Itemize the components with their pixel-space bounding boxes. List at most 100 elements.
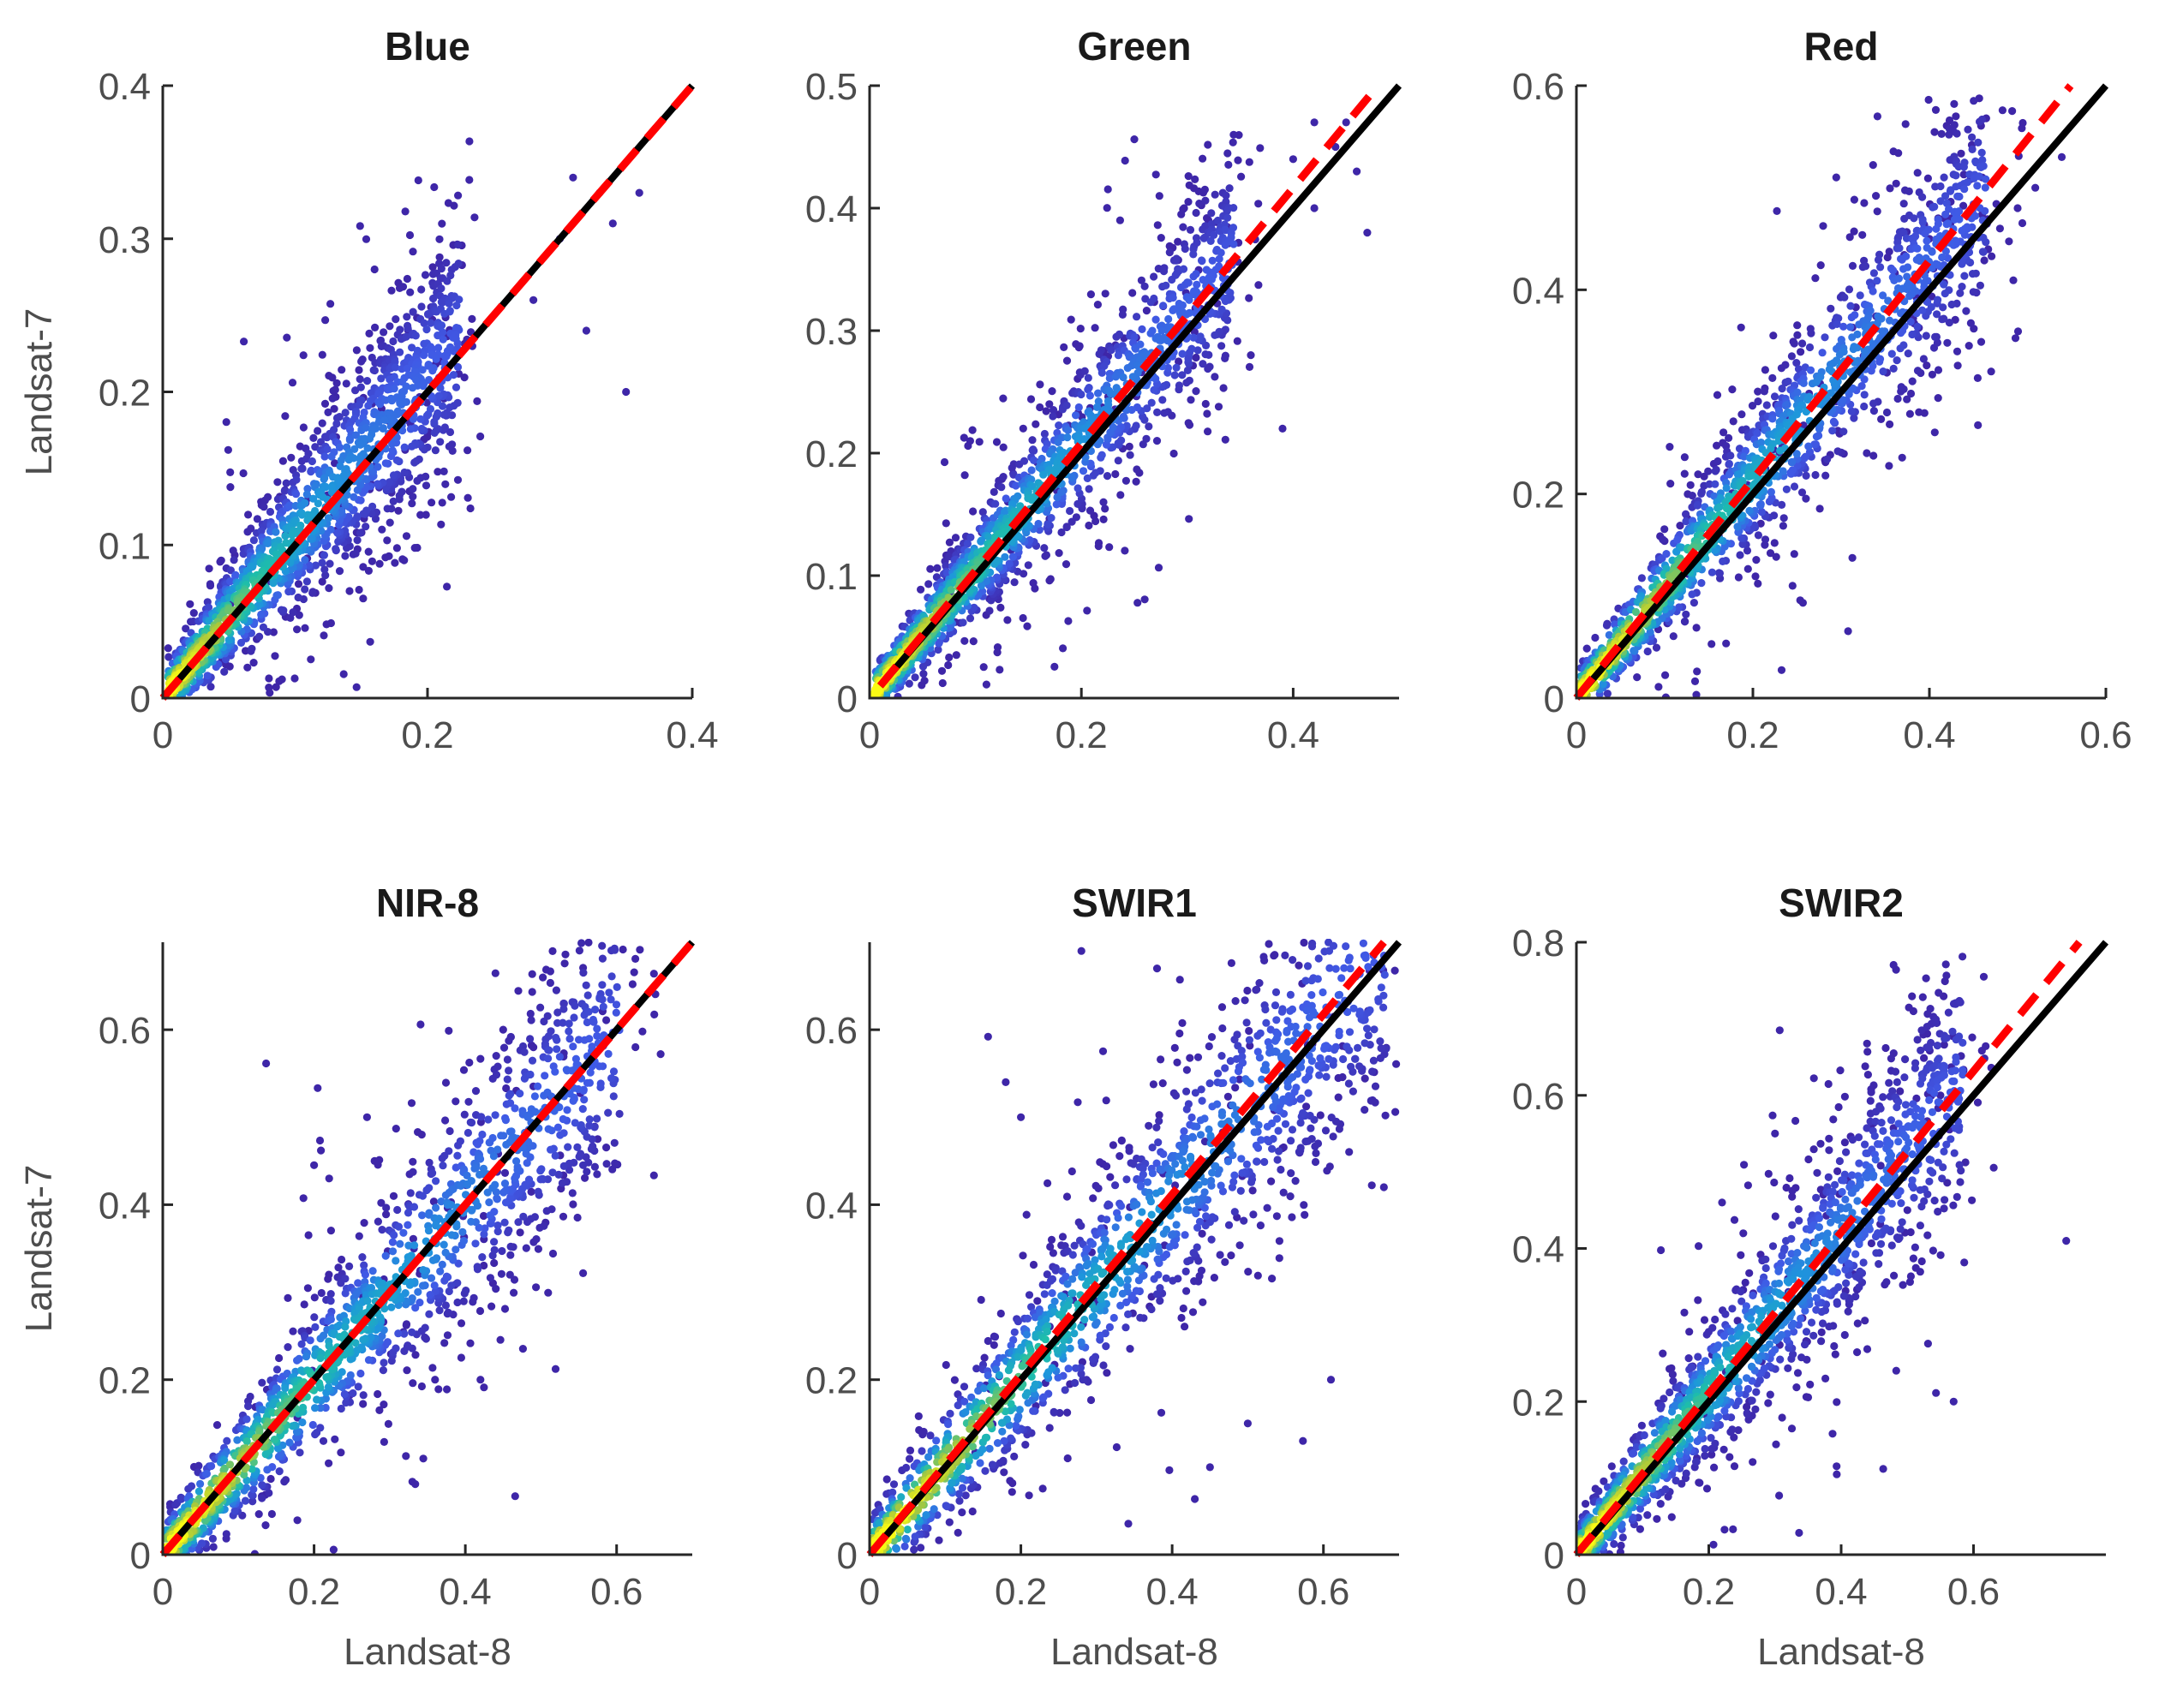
data-point [363,444,372,452]
panel-3: 0 0.2 0.4 0.600.20.40.6NIR-8Landsat-7Landsa… [18,881,696,1673]
data-point [320,399,330,408]
data-point [539,973,547,982]
data-point [982,576,990,586]
data-point [353,536,362,545]
data-point [527,1016,535,1024]
data-point [1080,367,1089,375]
data-point [457,1319,466,1328]
data-point [338,1255,346,1264]
data-point [434,409,442,418]
data-point [1908,377,1917,385]
data-point [435,253,444,261]
data-point [1752,556,1761,564]
data-point [453,1298,462,1307]
data-point [1768,415,1777,423]
y-tick-label: 0.1 [805,556,858,598]
data-point [1204,140,1212,149]
data-point [1827,304,1835,313]
data-point [243,663,252,672]
data-point [1660,525,1669,534]
data-point [264,539,272,548]
data-point [569,173,577,182]
data-point [403,313,411,321]
data-point [1155,336,1163,344]
data-point [536,1003,545,1012]
data-point [1889,266,1898,275]
data-point [353,512,362,521]
data-point [381,553,390,562]
data-point [1118,310,1127,319]
data-point [969,507,978,516]
data-point [452,325,460,333]
data-point [1256,144,1265,152]
data-point [258,1378,266,1387]
data-point [1722,484,1731,493]
data-point [331,385,339,394]
data-point [1973,182,1982,190]
data-point [1965,342,1973,350]
data-point [400,556,409,564]
data-point [364,402,373,410]
data-point [1751,572,1760,581]
data-point [506,1242,515,1251]
data-point [1105,373,1114,383]
data-point [1955,192,1964,201]
data-point [990,487,998,497]
data-point [418,366,427,374]
data-point [432,427,440,435]
data-point [410,544,419,552]
data-point [277,606,285,614]
data-point [1736,551,1744,559]
data-point [1001,552,1009,561]
data-point [1719,557,1727,566]
data-point [1008,463,1016,472]
y-tick-label: 0.5 [805,66,858,108]
data-point [414,176,422,185]
data-point [650,1010,659,1018]
data-point [239,469,248,478]
data-point [1776,446,1785,455]
data-point [1743,564,1752,573]
data-point [436,438,445,446]
data-point [390,385,398,393]
data-point [1128,289,1137,297]
data-point [272,683,280,691]
data-point [1097,451,1106,459]
data-point [579,1269,588,1277]
data-point [389,471,398,480]
data-point [1094,539,1103,547]
data-point [310,1161,319,1169]
data-point [1289,155,1297,164]
data-point [416,1020,425,1029]
y-tick-label: 0.6 [1512,66,1564,108]
data-point [996,603,1005,612]
data-point [357,357,366,366]
data-point [392,544,401,552]
data-point [1068,517,1076,526]
data-point [417,424,426,433]
y-tick-label: 0.3 [805,311,858,353]
data-point [205,617,213,625]
data-point [1221,351,1229,360]
data-point [431,446,440,455]
data-point [287,453,296,462]
data-point [1743,546,1752,555]
y-tick-label: 0.4 [805,188,858,230]
data-point [1943,338,1952,347]
data-point [393,1205,402,1215]
data-point [1873,277,1881,285]
data-point [334,1263,343,1272]
data-point [1052,500,1061,509]
data-point [918,662,928,671]
data-point [1114,457,1122,465]
data-point [1101,505,1109,513]
data-point [1184,419,1193,427]
data-point [1767,493,1776,502]
data-point [1189,272,1198,281]
y-tick-label: 0.2 [1512,475,1564,517]
data-point [500,1168,510,1177]
data-point [1111,469,1120,479]
data-point [368,557,376,565]
data-point [1766,549,1775,558]
data-point [1936,197,1945,206]
